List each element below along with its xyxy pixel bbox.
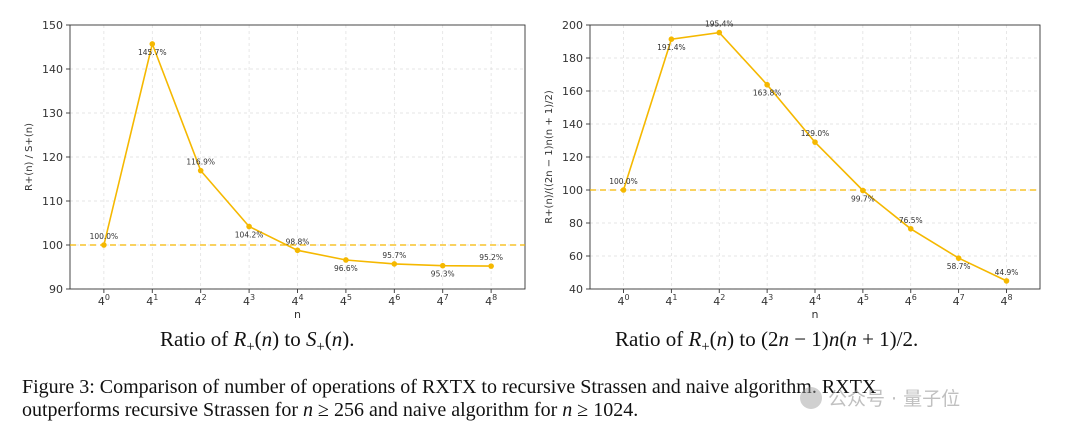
x-tick-label-0: 40 [98,293,110,308]
y-tick-label-7: 180 [562,52,583,65]
data-label-8: 95.2% [479,253,503,262]
data-label-4: 98.8% [286,237,310,246]
data-label-6: 76.5% [899,216,923,225]
data-label-5: 96.6% [334,264,358,273]
data-label-4: 129.0% [801,129,830,138]
charts-canvas: 90 100 110 120 130 140 150 40 41 42 43 44 45 46 47 48 n R… [24,19,1041,320]
data-point-5 [343,257,349,263]
y-axis-label: R+(n) / S+(n) [24,123,35,191]
data-label-3: 104.2% [235,231,264,240]
x-tick-label-3: 43 [243,293,255,308]
x-tick-label-7: 47 [953,293,965,308]
y-tick-label-8: 200 [562,19,583,32]
subcaption-right: Ratio of R+(n) to (2n − 1)n(n + 1)/2. [615,327,919,356]
data-label-1: 191.4% [657,43,686,52]
x-tick-label-8: 48 [485,293,497,308]
chart-ratio-naive: 40 60 80 100 120 140 160 180 200 40 41 42 43 44 45 46 47… [544,19,1041,320]
series-line [103,41,492,267]
data-label-0: 100.0% [609,177,638,186]
watermark-text: 公众号 · 量子位 [828,388,961,410]
data-point-6 [391,261,398,267]
y-tick-label-3: 100 [562,184,583,197]
data-point-3 [764,81,770,88]
chart-ratio-strassen: 90 100 110 120 130 140 150 40 41 42 43 44 45 46 47 48 n R… [24,19,526,320]
x-axis-label: n [294,308,301,320]
data-point-2 [197,167,204,174]
data-point-8 [1003,278,1010,284]
x-tick-label-7: 47 [437,293,449,308]
y-tick-label-0: 40 [569,283,583,296]
x-tick-label-2: 42 [195,293,207,308]
x-tick-label-6: 46 [388,293,400,308]
x-tick-label-5: 45 [340,293,352,308]
x-tick-label-1: 41 [146,293,158,308]
y-tick-label-4: 120 [562,151,583,164]
data-label-2: 195.4% [705,20,734,29]
data-label-6: 95.7% [382,251,406,260]
data-point-3 [246,223,252,230]
y-axis-label: R+(n)/((2n − 1)n(n + 1)/2) [544,90,555,224]
x-tick-label-4: 44 [809,293,821,308]
wechat-logo-icon [800,386,822,409]
x-tick-label-2: 42 [713,293,725,308]
data-point-0 [620,187,627,193]
data-label-2: 116.9% [186,158,215,167]
y-tick-label-5: 140 [42,63,63,76]
data-point-4 [812,139,818,145]
data-point-1 [149,41,156,47]
x-tick-label-8: 48 [1000,293,1012,308]
y-tick-label-2: 80 [569,217,583,230]
subcaption-left: Ratio of R+(n) to S+(n). [160,327,355,356]
data-label-5: 99.7% [851,194,875,203]
y-tick-label-4: 130 [42,107,63,120]
data-point-5 [860,187,866,194]
y-tick-label-6: 160 [562,85,583,98]
data-point-7 [955,255,962,261]
data-point-8 [488,263,494,269]
y-tick-label-1: 100 [42,239,63,252]
data-point-1 [668,36,675,42]
x-tick-label-4: 44 [291,293,303,308]
data-label-0: 100.0% [90,232,119,241]
y-tick-label-2: 110 [42,195,63,208]
x-tick-label-1: 41 [665,293,677,308]
data-label-7: 58.7% [947,262,971,271]
data-label-1: 145.7% [138,48,167,57]
y-tick-label-6: 150 [42,19,63,32]
x-tick-label-0: 40 [617,293,629,308]
data-point-4 [294,247,301,254]
data-point-0 [101,242,107,248]
y-tick-label-1: 60 [569,250,583,263]
data-point-2 [716,29,723,36]
x-tick-label-5: 45 [857,293,869,308]
x-tick-label-6: 46 [905,293,917,308]
y-tick-label-5: 140 [562,118,583,131]
figure-caption: Figure 3: Comparison of number of operat… [22,376,877,421]
y-tick-label-0: 90 [49,283,63,296]
x-axis-label: n [812,308,819,320]
data-label-7: 95.3% [431,270,455,279]
data-label-8: 44.9% [995,268,1019,277]
x-tick-label-3: 43 [761,293,773,308]
watermark: 公众号 · 量子位 [800,384,960,411]
data-point-6 [907,225,914,232]
data-point-7 [439,262,446,269]
data-label-3: 163.8% [753,89,782,98]
y-tick-label-3: 120 [42,151,63,164]
